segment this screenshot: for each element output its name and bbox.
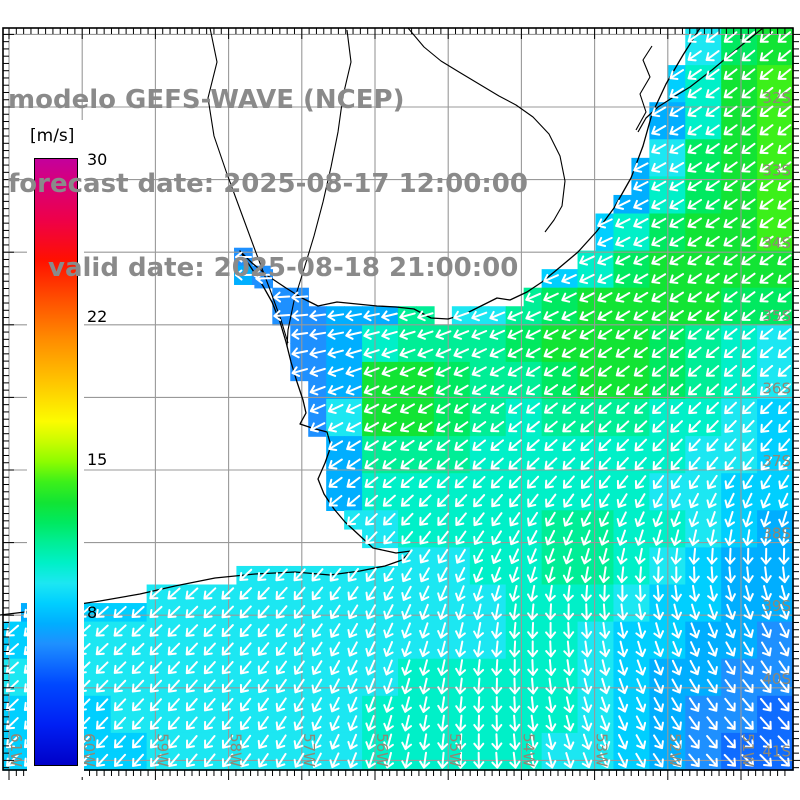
valid-date-line: valid date: 2025-08-18 21:00:00 [48, 253, 519, 283]
colorbar-tick-label: 30 [87, 150, 108, 169]
graticule-grid [3, 28, 793, 770]
colorbar-unit-label: [m/s] [30, 126, 75, 146]
lon-label: 56W [373, 733, 391, 767]
lon-label: 59W [153, 733, 171, 767]
plot-title: modelo GEFS-WAVE (NCEP) [8, 85, 405, 115]
lon-label: 54W [519, 733, 537, 767]
lon-label: 60W [80, 733, 98, 767]
lat-label: 40S [762, 670, 791, 688]
lat-label: 34S [762, 234, 791, 252]
lat-axis-labels: 32S 33S 34S 35S 36S 37S 38S 39S 40S 41S [762, 89, 791, 760]
lat-label: 39S [762, 597, 791, 615]
rivers [207, 27, 566, 348]
lon-label: 58W [227, 733, 245, 767]
colorbar-tick-label: 8 [87, 603, 98, 622]
lat-label: 37S [762, 452, 791, 470]
lat-label: 32S [762, 89, 791, 107]
lon-label: 53W [593, 733, 611, 767]
lat-label: 41S [762, 742, 791, 760]
colorbar-gradient [34, 158, 78, 766]
lat-label: 33S [762, 162, 791, 180]
map-border [2, 27, 794, 771]
plot-header: modelo GEFS-WAVE (NCEP) forecast date: 2… [8, 30, 528, 338]
colorbar-tick-label: 22 [87, 307, 108, 326]
lon-axis-labels: 61W 60W 59W 58W 57W 56W 55W 54W 53W 52W 51W [7, 733, 757, 767]
tick-marks [3, 28, 800, 780]
lat-label: 35S [762, 307, 791, 325]
lon-label: 57W [300, 733, 318, 767]
colorbar: [m/s] [27, 120, 84, 777]
lon-label: 55W [446, 733, 464, 767]
forecast-date-line: forecast date: 2025-08-17 12:00:00 [8, 169, 528, 199]
lon-label: 51W [739, 733, 757, 767]
lat-label: 36S [762, 379, 791, 397]
colorbar-tick-label: 15 [87, 450, 108, 469]
lon-label: 52W [666, 733, 684, 767]
lon-label: 61W [7, 733, 25, 767]
lat-label: 38S [762, 525, 791, 543]
